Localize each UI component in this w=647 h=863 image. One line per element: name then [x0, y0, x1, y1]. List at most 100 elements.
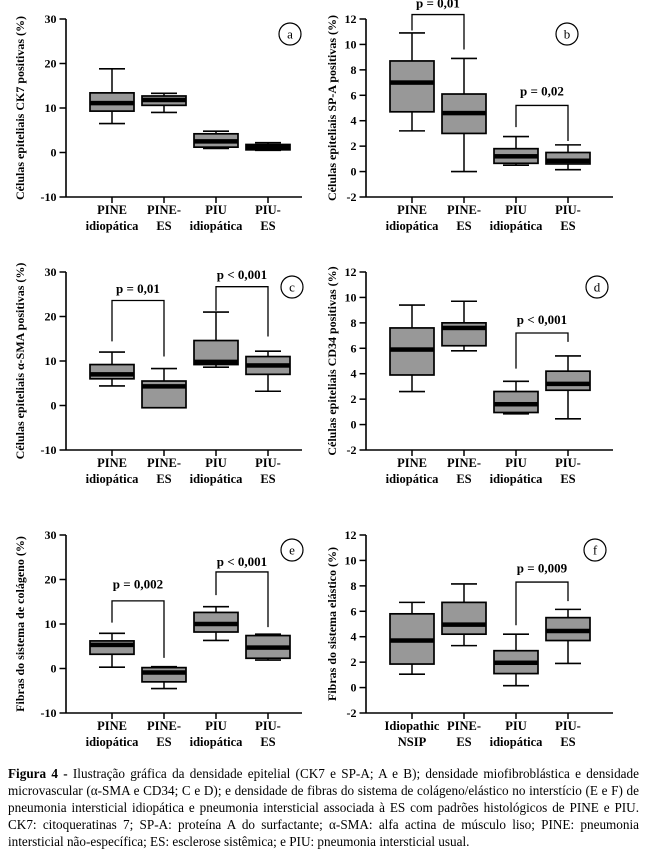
box-plot-item [245, 633, 291, 661]
median-bar [546, 158, 590, 164]
median-bar [246, 645, 290, 650]
box-plot-item [493, 380, 539, 415]
category-label: PINE [97, 203, 127, 217]
y-tick-label: 30 [45, 265, 57, 279]
box-plot-item [89, 68, 135, 125]
category-label: ES [560, 219, 575, 233]
y-tick-label: 12 [345, 265, 357, 279]
category-label: idiopática [386, 472, 440, 486]
box-plot-item [389, 601, 435, 676]
panel-letter: f [593, 543, 598, 558]
category-label: PIU- [255, 719, 281, 733]
category-label: idiopática [190, 219, 244, 233]
p-value-label: p = 0,002 [113, 576, 163, 591]
median-bar [194, 359, 238, 365]
box-plot-item [389, 304, 435, 393]
y-tick-label: 2 [351, 392, 357, 406]
iqr-box [441, 601, 487, 636]
category-label: ES [156, 472, 171, 486]
box-plot-item [141, 92, 187, 114]
iqr-box [89, 363, 135, 380]
y-tick-label: 8 [351, 316, 357, 330]
x-axis: PINE idiopática PINE- ES PIU idiopática PIU- ES [66, 712, 302, 749]
median-bar [546, 381, 590, 387]
median-bar [494, 154, 538, 159]
box-plot-item [89, 351, 135, 387]
boxplot-f-svg: 12 10 8 6 4 2 0 -2 Fibras do sistema elástico (%… [325, 528, 613, 749]
category-label: idiopática [490, 735, 544, 749]
iqr-box [545, 370, 591, 392]
significance-bracket: p = 0,02 [515, 83, 569, 142]
category-label: PIU- [255, 456, 281, 470]
boxplot-c-svg: 30 20 10 0 -10 Células epiteliais α-SMA posit… [13, 263, 304, 486]
box-plot-item [441, 583, 487, 647]
median-bar [90, 100, 134, 106]
category-label: PINE- [447, 203, 481, 217]
median-bar [442, 325, 486, 331]
panel-a: 30 20 10 0 -10 Células epiteliais CK7 positiv… [0, 0, 320, 235]
y-tick-label: 4 [351, 630, 357, 644]
y-tick-label: 10 [345, 290, 357, 304]
y-axis: 30 20 10 0 -10 Células epiteliais α-SMA posit… [13, 263, 67, 460]
boxplot-a-svg: 30 20 10 0 -10 Células epiteliais CK7 positiv… [13, 12, 302, 233]
boxplot-e-svg: 30 20 10 0 -10 Fibras do sistema de colágeno … [13, 528, 304, 749]
y-axis: 12 10 8 6 4 2 0 -2 Fibras do sistema elástico (%… [325, 528, 367, 720]
panel-letter: a [287, 27, 293, 42]
y-tick-label: -2 [347, 706, 357, 720]
category-label: PIU [205, 456, 227, 470]
category-label: NSIP [398, 735, 427, 749]
x-axis: Idiopathic NSIP PINE- ES PIU idiopática PIU- ES [366, 712, 613, 749]
p-value-label: p = 0,01 [416, 0, 460, 11]
significance-bracket: p = 0,002 [111, 576, 165, 658]
box-plot-item [389, 32, 435, 132]
y-tick-label: 10 [45, 101, 57, 115]
box-plot-item [545, 608, 591, 665]
panel-b: 12 10 8 6 4 2 0 -2 Células epiteliais SP-A posit… [320, 0, 647, 235]
category-label: idiopática [190, 735, 244, 749]
box-plot-item [245, 350, 291, 393]
p-value-label: p < 0,001 [217, 267, 267, 282]
y-tick-label: 10 [345, 37, 357, 51]
box-plot-item [193, 311, 239, 369]
median-bar [194, 621, 238, 627]
box-plot-item [245, 141, 291, 152]
category-label: PINE- [147, 719, 181, 733]
category-label: PIU- [555, 456, 581, 470]
y-tick-label: 30 [45, 528, 57, 542]
boxplot-b-svg: 12 10 8 6 4 2 0 -2 Células epiteliais SP-A posit… [325, 0, 613, 233]
median-bar [390, 638, 434, 643]
y-tick-label: 8 [351, 63, 357, 77]
y-axis-title: Células epiteliais CK7 positivas (%) [13, 16, 27, 200]
category-label: ES [260, 735, 275, 749]
y-tick-label: 30 [45, 12, 57, 26]
y-tick-label: 10 [45, 617, 57, 631]
y-tick-label: -2 [347, 443, 357, 457]
significance-bracket: p = 0,01 [111, 281, 165, 357]
median-bar [390, 347, 434, 352]
category-label: ES [456, 472, 471, 486]
category-label: PINE [97, 719, 127, 733]
median-bar [442, 110, 486, 116]
category-label: PIU [505, 456, 527, 470]
box-plot-item [545, 355, 591, 420]
category-label: ES [260, 472, 275, 486]
y-axis-title: Células epiteliais CD34 positivas (%) [325, 266, 339, 455]
y-axis-title: Células epiteliais α-SMA positivas (%) [13, 263, 27, 460]
category-label: ES [560, 735, 575, 749]
category-label: PIU [205, 719, 227, 733]
p-value-label: p = 0,009 [517, 561, 568, 576]
median-bar [90, 372, 134, 377]
y-axis: 30 20 10 0 -10 Fibras do sistema de colágeno … [13, 528, 67, 720]
y-tick-label: -2 [347, 190, 357, 204]
panel-letter: e [289, 543, 295, 558]
category-label: PINE [397, 203, 427, 217]
y-tick-label: 8 [351, 579, 357, 593]
significance-bracket: p < 0,001 [215, 267, 269, 337]
box-plot-item [545, 144, 591, 171]
y-axis: 12 10 8 6 4 2 0 -2 Células epiteliais SP-A posit… [325, 12, 367, 204]
y-axis-title: Células epiteliais SP-A positivas (%) [325, 15, 339, 201]
y-tick-label: 20 [45, 573, 57, 587]
category-label: ES [456, 735, 471, 749]
box-plot-item [441, 300, 487, 352]
y-tick-label: 10 [45, 354, 57, 368]
